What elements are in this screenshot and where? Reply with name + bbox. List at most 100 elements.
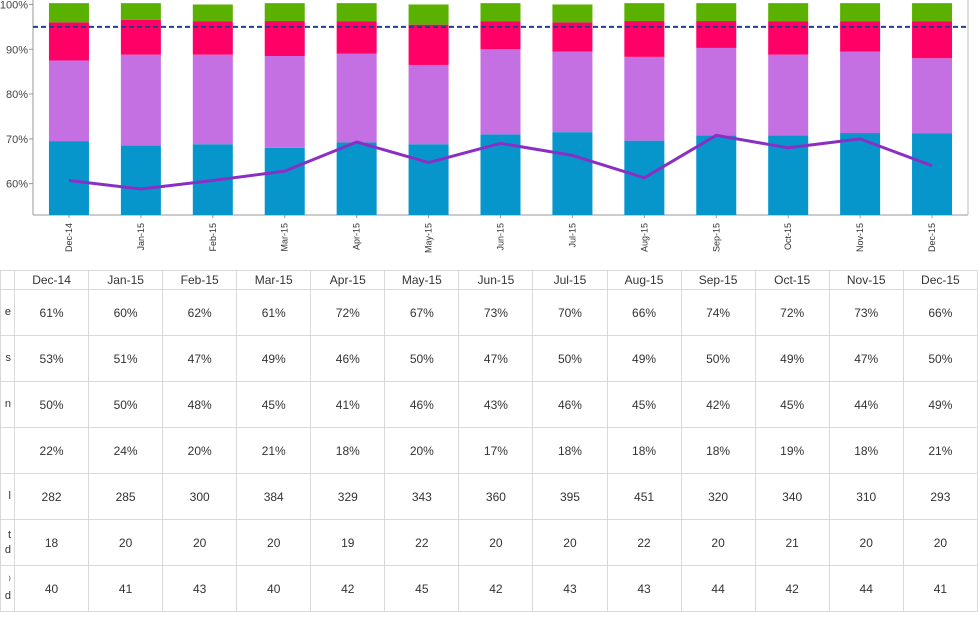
table-cell: 18: [13, 519, 90, 566]
x-tick-label: Mar-15: [280, 223, 290, 252]
bar-segment-2: [840, 51, 881, 134]
table-cell: 43%: [458, 381, 534, 428]
table-cell: 43: [532, 565, 608, 612]
trend-line: [68, 133, 933, 191]
bar-segment-4: [696, 3, 737, 22]
x-tick-label: Oct-15: [783, 223, 793, 250]
bar-segment-1: [336, 142, 377, 215]
bar-segment-3: [120, 19, 161, 55]
table-cell: 74%: [680, 289, 756, 336]
table-cell: 49%: [236, 335, 312, 382]
bar-segment-1: [264, 147, 305, 215]
chart: 60% 70% 80% 90% 100% Dec-14 Jan-15 Feb-15 Mar-15…: [0, 0, 978, 270]
y-tick-label: 70%: [6, 134, 28, 146]
bar-segment-2: [336, 53, 377, 143]
row-label-bottom: d: [4, 543, 11, 556]
table-cell: 40: [236, 565, 312, 612]
row-label-text: n: [4, 398, 11, 410]
table-cell: 47%: [828, 335, 904, 382]
bar-segment-4: [624, 3, 665, 22]
table-cell: 70%: [532, 289, 608, 336]
bar-segment-1: [696, 135, 737, 215]
table-cell: 19: [310, 519, 386, 566]
x-tick-label: Jan-15: [136, 223, 146, 251]
table-cell: 61%: [236, 289, 312, 336]
table-cell: 42: [754, 565, 830, 612]
table-cell: 46%: [532, 381, 608, 428]
bar-segment-1: [912, 133, 953, 215]
table-cell: 45%: [236, 381, 312, 428]
bar-segment-2: [120, 54, 161, 146]
x-tick-label: May-15: [424, 223, 434, 253]
bar-segment-4: [552, 4, 593, 23]
x-tick-label: Jun-15: [496, 223, 506, 251]
table-row: ⁾ d 40 41 43 40 42 45 42 43 43 44 42 44 41: [0, 565, 978, 612]
table-cell: 46%: [310, 335, 386, 382]
column-header: Dec-15: [902, 270, 978, 290]
table-cell: 44%: [828, 381, 904, 428]
table-cell: 20: [680, 519, 756, 566]
x-tick-label: Dec-15: [927, 223, 937, 252]
table-cell: 44: [680, 565, 756, 612]
bar-segment-4: [840, 3, 881, 22]
table-cell: 73%: [828, 289, 904, 336]
table-cell: 49%: [606, 335, 682, 382]
table-cell: 45: [384, 565, 460, 612]
table-row: s 53% 51% 47% 49% 46% 50% 47% 50% 49% 50% 49% 47% 50%: [0, 335, 978, 382]
column-header: Jan-15: [88, 270, 164, 290]
table-cell: 72%: [310, 289, 386, 336]
column-header: May-15: [384, 270, 460, 290]
row-label-text: l: [8, 490, 11, 502]
bar-segment-3: [696, 21, 737, 48]
bar-segment-4: [264, 3, 305, 22]
table-cell: 66%: [902, 289, 978, 336]
column-header: Jun-15: [458, 270, 534, 290]
stacked-bar-chart: 60% 70% 80% 90% 100% Dec-14 Jan-15 Feb-15 Mar-15…: [0, 0, 969, 253]
table-cell: 18%: [606, 427, 682, 474]
table-cell: 50%: [88, 381, 164, 428]
table-cell: 451: [606, 473, 682, 520]
table-cell: 300: [162, 473, 238, 520]
bar-segment-4: [912, 3, 953, 22]
table-cell: 61%: [13, 289, 90, 336]
x-tick-label: Jul-15: [567, 223, 577, 248]
table-cell: 20%: [384, 427, 460, 474]
table-cell: 19%: [754, 427, 830, 474]
bar-segment-3: [48, 22, 89, 61]
table-cell: 50%: [902, 335, 978, 382]
x-tick-label: Sep-15: [711, 223, 721, 252]
table-cell: 67%: [384, 289, 460, 336]
table-cell: 47%: [162, 335, 238, 382]
bar-segment-2: [408, 64, 449, 145]
column-header: Feb-15: [162, 270, 238, 290]
row-label: n: [0, 381, 15, 428]
y-tick-label: 60%: [6, 179, 28, 191]
table-cell: 42: [310, 565, 386, 612]
column-header: Oct-15: [754, 270, 830, 290]
column-header: Nov-15: [828, 270, 904, 290]
table-cell: 18%: [310, 427, 386, 474]
table-row: e 61% 60% 62% 61% 72% 67% 73% 70% 66% 74% 72% 73% 66%: [0, 289, 978, 336]
bar-segment-2: [192, 54, 233, 145]
bar-segment-2: [624, 56, 665, 141]
table-cell: 24%: [88, 427, 164, 474]
table-cell: 360: [458, 473, 534, 520]
table-cell: 395: [532, 473, 608, 520]
bar-segment-4: [336, 3, 377, 22]
table-cell: 53%: [13, 335, 90, 382]
table-cell: 320: [680, 473, 756, 520]
table-cell: 50%: [384, 335, 460, 382]
table-row: n 50% 50% 48% 45% 41% 46% 43% 46% 45% 42% 45% 44% 49%: [0, 381, 978, 428]
row-label-text: ⁾ d: [5, 574, 11, 604]
table-cell: 66%: [606, 289, 682, 336]
table-cell: 17%: [458, 427, 534, 474]
table-cell: 48%: [162, 381, 238, 428]
row-label: e: [0, 289, 15, 336]
table-cell: 21%: [236, 427, 312, 474]
table-header-row: Dec-14 Jan-15 Feb-15 Mar-15 Apr-15 May-1…: [0, 270, 978, 290]
table-cell: 60%: [88, 289, 164, 336]
bar-segment-2: [264, 55, 305, 148]
row-label: s: [0, 335, 15, 382]
